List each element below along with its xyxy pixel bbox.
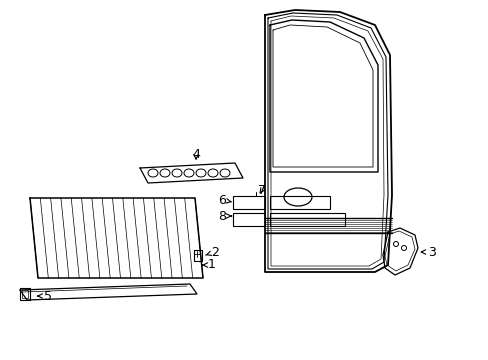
Text: 8: 8 (218, 210, 231, 222)
Bar (269, 213, 345, 226)
Text: 1: 1 (202, 258, 216, 271)
Bar (22, 290, 28, 298)
Text: 4: 4 (192, 148, 200, 162)
Text: 6: 6 (218, 194, 231, 207)
Text: 2: 2 (205, 246, 219, 258)
Bar (232, 196, 264, 209)
Bar (232, 213, 264, 226)
Bar (20, 288, 30, 300)
Bar (269, 196, 329, 209)
Text: 3: 3 (420, 246, 435, 258)
Text: 7: 7 (258, 184, 265, 197)
Text: 5: 5 (38, 289, 52, 302)
